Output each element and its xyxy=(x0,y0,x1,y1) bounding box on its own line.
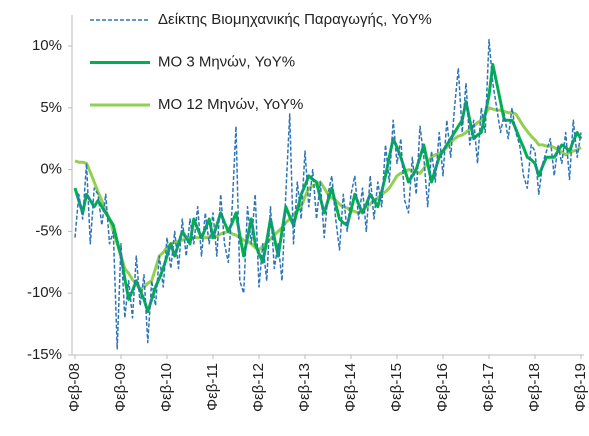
y-tick-label: -15% xyxy=(27,346,62,363)
x-tick-label: Φεβ-10 xyxy=(158,363,175,412)
y-tick-label: -5% xyxy=(35,222,62,239)
legend-label: ΜΟ 12 Μηνών, YoY% xyxy=(158,96,303,113)
x-tick-label: Φεβ-15 xyxy=(388,363,405,412)
y-tick-label: 10% xyxy=(32,37,62,54)
legend-label: ΜΟ 3 Μηνών, YoY% xyxy=(158,53,295,70)
series-line xyxy=(74,39,582,350)
y-tick-label: 0% xyxy=(40,161,62,178)
x-tick-label: Φεβ-13 xyxy=(296,363,313,412)
x-tick-label: Φεβ-09 xyxy=(112,363,129,412)
y-tick-label: 5% xyxy=(40,99,62,116)
y-tick-label: -10% xyxy=(27,284,62,301)
x-tick-label: Φεβ-11 xyxy=(204,363,221,411)
x-tick-label: Φεβ-19 xyxy=(572,363,589,412)
x-tick-label: Φεβ-16 xyxy=(434,363,451,412)
x-tick-label: Φεβ-18 xyxy=(526,363,543,412)
x-tick-label: Φεβ-17 xyxy=(480,363,497,412)
x-tick-label: Φεβ-14 xyxy=(342,363,359,412)
series-line xyxy=(73,63,583,314)
x-tick-label: Φεβ-08 xyxy=(66,363,83,412)
x-tick-label: Φεβ-12 xyxy=(250,363,267,412)
legend-label: Δείκτης Βιομηχανικής Παραγωγής, YoY% xyxy=(158,11,432,28)
